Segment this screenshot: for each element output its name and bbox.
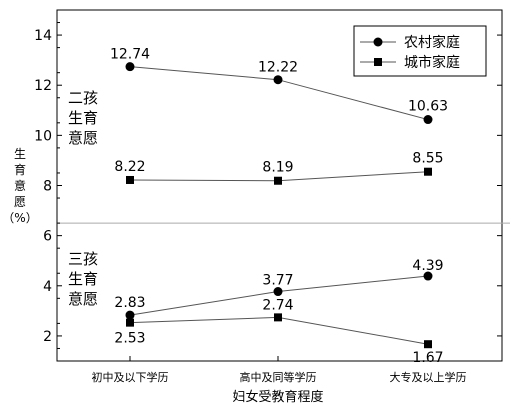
x-tick-label: 高中及同等学历 <box>240 370 317 384</box>
data-point-square <box>424 167 432 176</box>
data-point-square <box>274 176 282 185</box>
series-line <box>129 316 429 345</box>
y-tick-label: 8 <box>43 179 52 195</box>
y-axis-title-char: （%） <box>2 211 37 225</box>
data-label: 2.83 <box>114 295 145 311</box>
series-second_child-square <box>126 167 432 185</box>
legend-label: 城市家庭 <box>404 54 460 71</box>
x-axis-title: 妇女受教育程度 <box>232 389 323 405</box>
y-axis-title-char: 育 <box>14 162 26 177</box>
group-label-line: 意愿 <box>68 290 98 308</box>
y-axis: 2 4 6 8 10 12 14 <box>34 22 502 349</box>
legend-label: 农村家庭 <box>404 34 460 51</box>
data-labels-layer: 12.74 12.22 10.63 8.22 8.19 8.55 2.83 3.77 4.39 2… <box>110 47 448 367</box>
group-label-line: 二孩 <box>68 89 98 107</box>
y-axis-title-char: 生 <box>14 147 26 161</box>
y-tick-label: 12 <box>34 78 52 94</box>
data-point-square <box>126 318 134 327</box>
x-axis: 初中及以下学历 高中及同等学历 大专及以上学历 <box>92 356 467 384</box>
data-point-circle <box>423 115 433 125</box>
data-point-circle <box>423 271 433 281</box>
series-third_child-square <box>126 313 432 349</box>
data-point-circle <box>125 310 135 320</box>
data-label: 8.19 <box>262 160 293 176</box>
data-label: 12.74 <box>110 47 150 63</box>
series-layer <box>125 62 433 349</box>
data-point-square <box>424 340 432 349</box>
y-tick-label: 14 <box>34 28 52 44</box>
series-second_child-circle <box>125 62 433 125</box>
y-tick-label: 4 <box>43 279 52 295</box>
legend-marker-circle <box>373 37 383 47</box>
data-label: 2.74 <box>262 297 293 313</box>
data-label: 12.22 <box>258 60 298 76</box>
y-axis-title-char: 愿 <box>14 195 26 209</box>
y-tick-label: 2 <box>43 329 52 345</box>
legend-box <box>353 25 487 77</box>
y-axis-title-char: 意 <box>14 178 26 193</box>
y-tick-label: 10 <box>34 128 52 144</box>
data-label: 1.67 <box>412 350 443 366</box>
data-point-square <box>126 175 134 184</box>
data-label: 4.39 <box>412 258 443 274</box>
group-label-line: 生育 <box>68 109 98 127</box>
data-label: 8.22 <box>114 159 145 175</box>
x-tick-label: 大专及以上学历 <box>390 370 467 384</box>
y-tick-label: 6 <box>43 229 52 245</box>
data-label: 10.63 <box>408 99 448 115</box>
data-label: 2.53 <box>114 331 145 347</box>
data-label: 8.55 <box>412 151 443 167</box>
group-label-line: 意愿 <box>68 129 98 147</box>
group-label-line: 生育 <box>68 270 98 288</box>
data-label: 3.77 <box>262 273 293 289</box>
data-point-circle <box>273 287 283 297</box>
x-tick-label: 初中及以下学历 <box>92 370 169 384</box>
series-third_child-circle <box>125 271 433 320</box>
data-point-square <box>274 313 282 322</box>
legend-marker-square <box>374 58 382 66</box>
group-label-line: 三孩 <box>68 250 98 268</box>
data-point-circle <box>125 62 135 72</box>
data-point-circle <box>273 75 283 85</box>
